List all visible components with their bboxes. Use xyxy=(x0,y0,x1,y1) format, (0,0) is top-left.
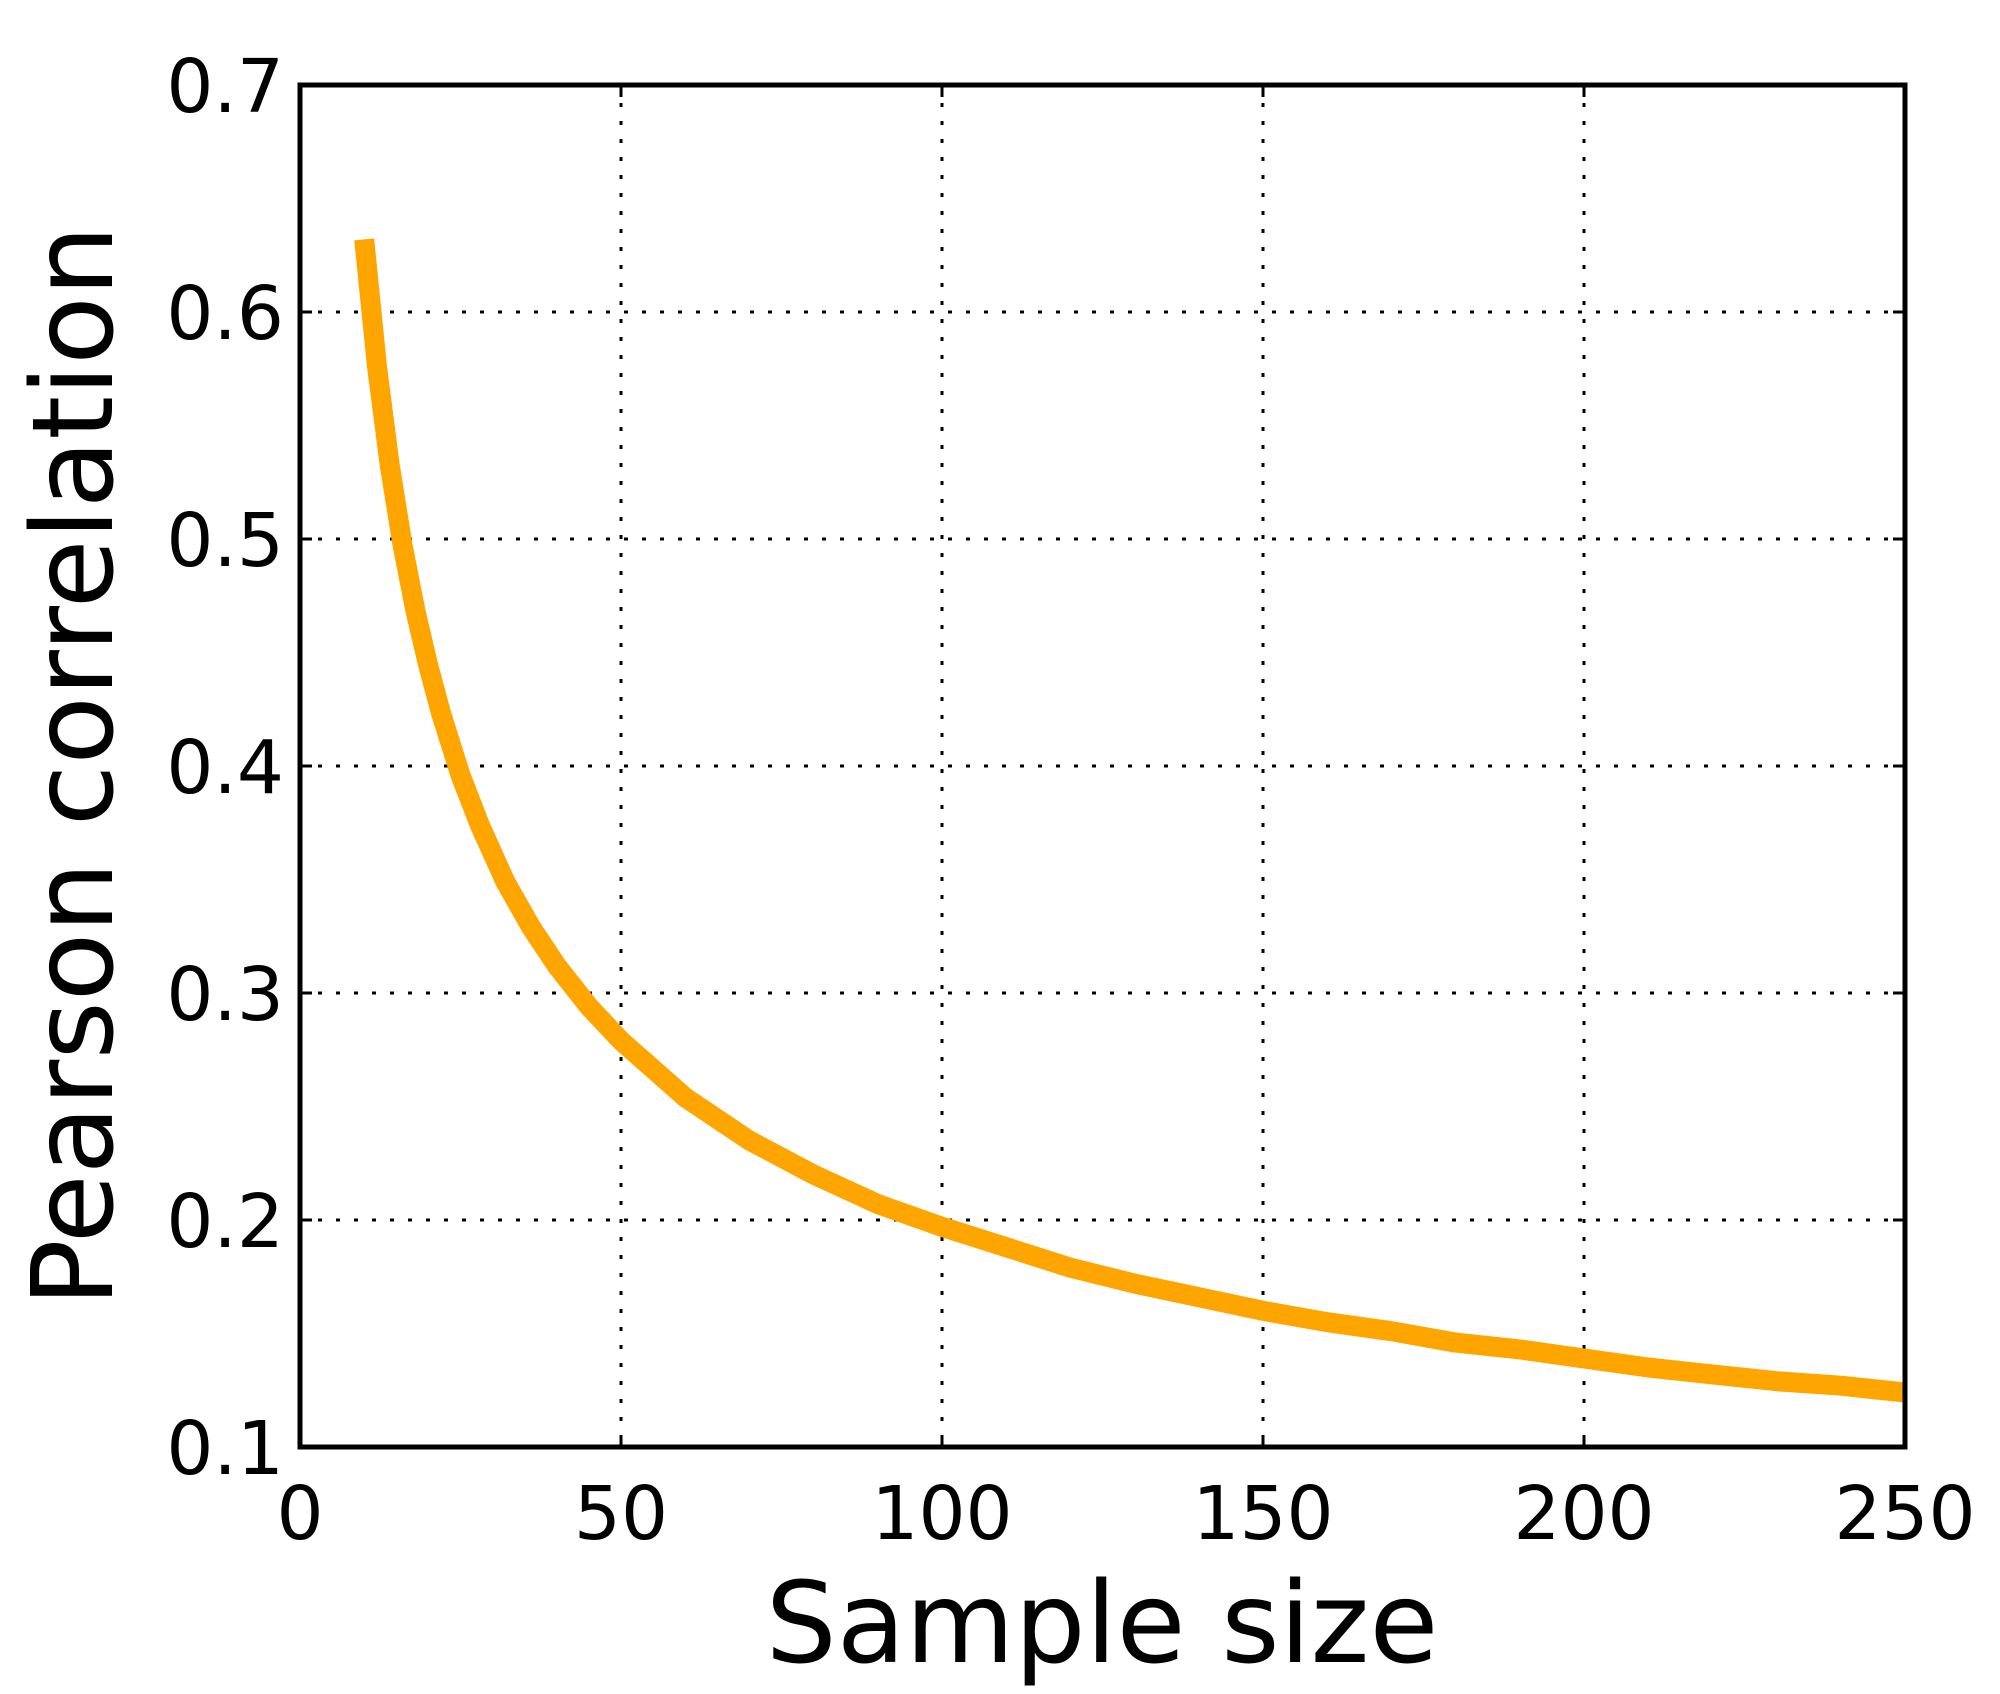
x-tick-label: 50 xyxy=(574,1471,668,1557)
y-tick-labels: 0.1 0.2 0.3 0.4 0.5 0.6 0.7 xyxy=(166,44,284,1492)
x-tick-labels: 0 50 100 150 200 250 xyxy=(276,1471,1975,1557)
x-tick-label: 200 xyxy=(1513,1471,1654,1557)
series-layer xyxy=(354,238,1907,1403)
y-tick-label: 0.1 xyxy=(166,1406,284,1492)
x-axis-title: Sample size xyxy=(766,1559,1439,1689)
y-tick-label: 0.3 xyxy=(166,952,284,1038)
y-tick-label: 0.7 xyxy=(166,44,284,130)
x-tick-label: 150 xyxy=(1192,1471,1333,1557)
y-tick-label: 0.6 xyxy=(166,271,284,357)
plot-frame xyxy=(297,82,1908,1450)
y-tick-label: 0.4 xyxy=(166,725,284,811)
x-tick-label: 250 xyxy=(1834,1471,1975,1557)
grid-lines xyxy=(300,85,1905,1447)
tick-marks xyxy=(298,83,1907,1449)
series-line xyxy=(354,238,1907,1403)
y-axis-title: Pearson correlation xyxy=(9,225,139,1307)
y-tick-label: 0.2 xyxy=(166,1179,284,1265)
x-tick-label: 0 xyxy=(276,1471,323,1557)
x-tick-label: 100 xyxy=(871,1471,1012,1557)
y-tick-label: 0.5 xyxy=(166,498,284,584)
